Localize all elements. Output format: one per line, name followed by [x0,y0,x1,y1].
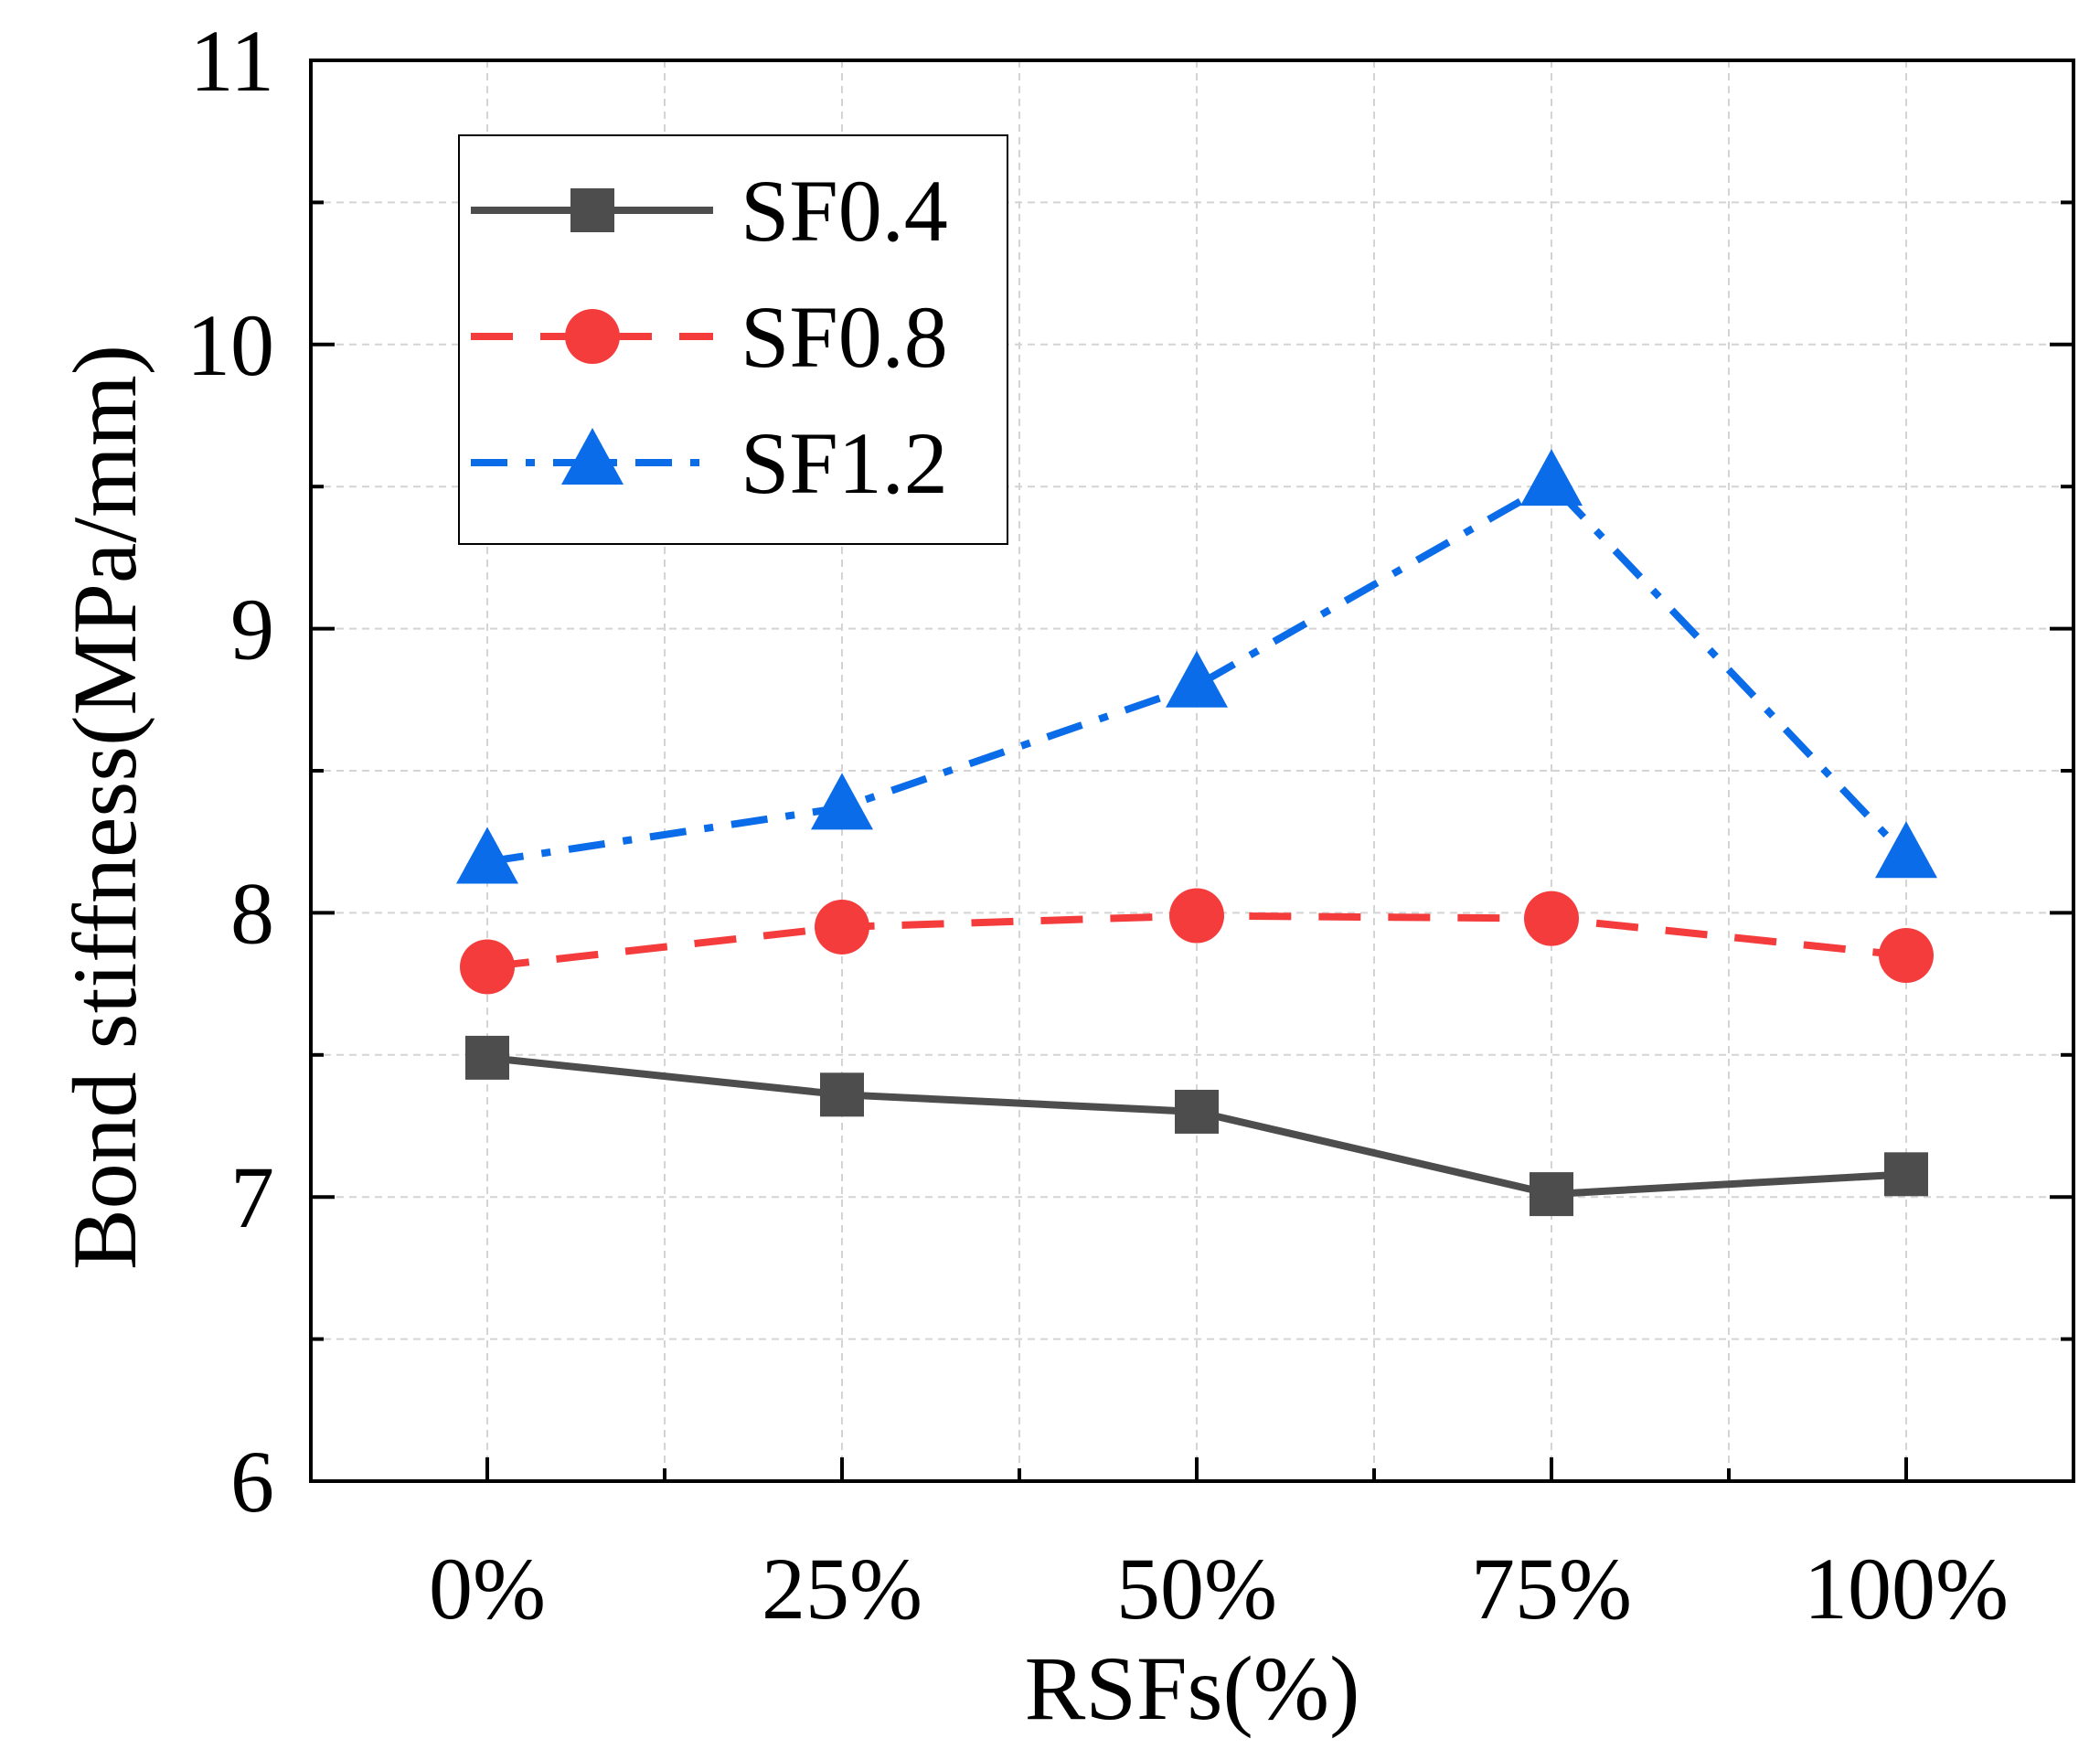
x-tick-label: 50% [1116,1540,1277,1637]
data-point-SF0.4-2 [1175,1089,1219,1134]
x-tick-labels: 0% 25% 50% 75% 100% [429,1540,2009,1637]
data-point-SF1.2-0 [456,827,518,884]
data-point-SF0.8-2 [1169,888,1224,944]
series-SF0.4 [465,1035,1928,1217]
data-point-SF1.2-3 [1520,449,1583,507]
x-tick-label: 25% [762,1540,922,1637]
data-point-SF0.8-1 [815,899,869,955]
data-point-SF0.8-4 [1879,928,1934,984]
x-tick-label: 0% [429,1540,546,1637]
data-point-SF1.2-2 [1166,650,1228,708]
x-tick-label: 100% [1804,1540,2009,1637]
ticks [311,59,2073,1483]
y-axis-title: Bond stiffness(MPa/mm) [54,345,155,1270]
legend-item-SF0.4: SF0.4 [471,162,948,260]
y-tick-label: 6 [230,1433,274,1531]
data-point-SF0.8-0 [460,939,515,995]
data-point-SF1.2-1 [811,773,873,830]
legend-marker-SF1.2 [561,428,624,485]
legend-item-SF1.2: SF1.2 [471,414,948,512]
x-tick-label: 75% [1471,1540,1632,1637]
legend: SF0.4 SF0.8 SF1.2 [458,134,1008,545]
y-tick-label: 7 [230,1148,274,1246]
series-SF0.8 [460,888,1934,995]
legend-label-SF0.8: SF0.8 [741,288,948,386]
series-layer [456,449,1937,1217]
y-tick-label: 10 [187,296,274,394]
y-tick-label: 9 [230,581,274,678]
legend-label-SF1.2: SF1.2 [741,414,948,512]
legend-label-SF0.4: SF0.4 [741,162,948,260]
x-axis-title: RSFs(%) [1025,1637,1360,1739]
legend-marker-SF0.4 [570,188,614,232]
data-point-SF0.4-3 [1530,1172,1573,1217]
y-tick-label: 8 [230,864,274,962]
y-tick-labels: 6 7 8 9 10 11 [187,12,274,1531]
y-tick-label: 11 [190,12,274,110]
data-point-SF0.4-0 [465,1035,509,1080]
series-SF1.2 [456,449,1937,884]
data-point-SF0.4-1 [820,1072,864,1117]
data-point-SF1.2-4 [1875,821,1937,879]
legend-item-SF0.8: SF0.8 [471,288,948,386]
legend-marker-SF0.8 [565,309,620,364]
data-point-SF0.8-3 [1524,891,1579,946]
data-point-SF0.4-4 [1884,1152,1928,1197]
